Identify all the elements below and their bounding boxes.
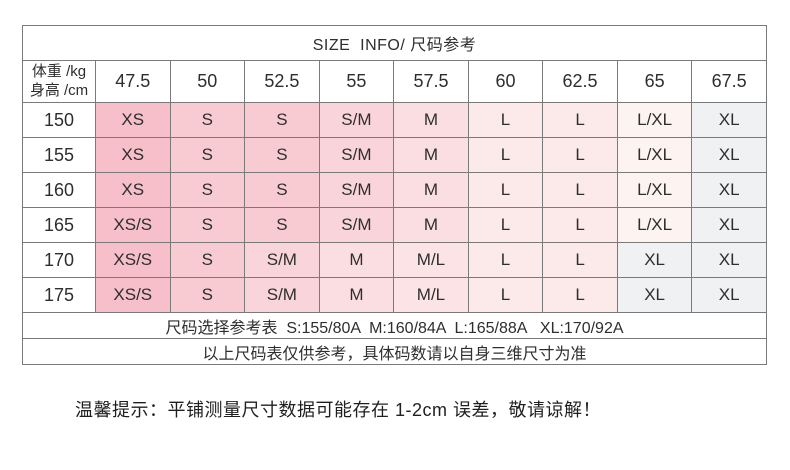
- size-cell: XL: [691, 207, 767, 243]
- size-cell: S/M: [318, 102, 395, 138]
- weight-header-cell: 50: [169, 60, 246, 103]
- size-cell: XL: [691, 137, 767, 173]
- size-cell: S: [244, 207, 320, 243]
- footnote-disclaimer: 以上尺码表仅供参考，具体码数请以自身三维尺寸为准: [22, 338, 767, 365]
- size-cell: XS: [95, 137, 171, 173]
- size-cell: XS/S: [95, 277, 171, 313]
- size-cell: XL: [616, 277, 693, 313]
- table-row: 155 XS S S S/M M L L L/XL XL: [22, 137, 767, 173]
- table-row: 175 XS/S S S/M M M/L L L XL XL: [22, 277, 767, 313]
- size-cell: XL: [616, 242, 693, 278]
- corner-header-line2: 身高 /cm: [29, 81, 89, 99]
- size-cell: S: [244, 137, 320, 173]
- size-cell: M/L: [393, 242, 469, 278]
- size-cell: S/M: [244, 242, 320, 278]
- size-cell: L: [467, 172, 544, 208]
- weight-header-cell: 65: [616, 60, 693, 103]
- size-cell: XS: [95, 172, 171, 208]
- height-cell: 170: [22, 242, 96, 278]
- table-row: 160 XS S S S/M M L L L/XL XL: [22, 172, 767, 208]
- height-cell: 150: [22, 102, 96, 138]
- corner-header-cell: 体重 /kg 身高 /cm: [22, 60, 96, 103]
- size-cell: L/XL: [616, 172, 693, 208]
- size-cell: XS: [95, 102, 171, 138]
- size-cell: M: [318, 242, 395, 278]
- footnote-size-reference: 尺码选择参考表 S:155/80A M:160/84A L:165/88A XL…: [22, 312, 767, 339]
- size-cell: L: [542, 277, 618, 313]
- height-cell: 160: [22, 172, 96, 208]
- warm-tip-note: 温馨提示：平铺测量尺寸数据可能存在 1-2cm 误差，敬请谅解！: [75, 400, 602, 420]
- size-cell: S/M: [244, 277, 320, 313]
- size-cell: M: [393, 102, 469, 138]
- table-title: SIZE INFO/ 尺码参考: [22, 25, 767, 61]
- size-cell: S: [169, 102, 246, 138]
- size-cell: XS/S: [95, 242, 171, 278]
- size-cell: L: [467, 207, 544, 243]
- corner-header-line1: 体重 /kg: [31, 63, 87, 81]
- size-cell: L/XL: [616, 207, 693, 243]
- size-cell: S: [169, 277, 246, 313]
- height-cell: 175: [22, 277, 96, 313]
- size-cell: M/L: [393, 277, 469, 313]
- size-cell: S: [244, 172, 320, 208]
- size-cell: S: [169, 137, 246, 173]
- size-cell: S/M: [318, 137, 395, 173]
- size-cell: XS/S: [95, 207, 171, 243]
- size-cell: L: [542, 137, 618, 173]
- weight-header-cell: 52.5: [244, 60, 320, 103]
- weight-header-cell: 55: [318, 60, 395, 103]
- size-cell: L: [467, 102, 544, 138]
- size-cell: L: [542, 242, 618, 278]
- table-row: 150 XS S S S/M M L L L/XL XL: [22, 102, 767, 138]
- weight-header-cell: 57.5: [393, 60, 469, 103]
- size-table-body: 150 XS S S S/M M L L L/XL XL 155 XS S S S/M M L L L/XL XL 16…: [22, 102, 767, 313]
- table-row: 165 XS/S S S S/M M L L L/XL XL: [22, 207, 767, 243]
- size-cell: M: [393, 172, 469, 208]
- size-cell: L: [467, 137, 544, 173]
- weight-header-cell: 62.5: [542, 60, 618, 103]
- size-cell: S/M: [318, 207, 395, 243]
- weight-header-row: 体重 /kg 身高 /cm 47.5 50 52.5 55 57.5 60 62.5 65 67…: [22, 60, 767, 103]
- size-cell: XL: [691, 277, 767, 313]
- weight-header-cell: 67.5: [691, 60, 767, 103]
- size-cell: L/XL: [616, 137, 693, 173]
- footnote-row-1: 尺码选择参考表 S:155/80A M:160/84A L:165/88A XL…: [22, 312, 767, 339]
- table-row: 170 XS/S S S/M M M/L L L XL XL: [22, 242, 767, 278]
- size-cell: S/M: [318, 172, 395, 208]
- size-cell: S: [244, 102, 320, 138]
- height-cell: 165: [22, 207, 96, 243]
- size-cell: S: [169, 172, 246, 208]
- footnote-row-2: 以上尺码表仅供参考，具体码数请以自身三维尺寸为准: [22, 338, 767, 365]
- size-cell: L: [542, 102, 618, 138]
- size-cell: L: [542, 207, 618, 243]
- size-cell: M: [318, 277, 395, 313]
- size-cell: L/XL: [616, 102, 693, 138]
- size-cell: XL: [691, 242, 767, 278]
- size-info-table: SIZE INFO/ 尺码参考 体重 /kg 身高 /cm 47.5 50 52.5…: [22, 25, 767, 365]
- height-cell: 155: [22, 137, 96, 173]
- weight-header-cell: 47.5: [95, 60, 171, 103]
- weight-header-cell: 60: [467, 60, 544, 103]
- size-cell: L: [467, 277, 544, 313]
- size-cell: L: [542, 172, 618, 208]
- size-cell: S: [169, 242, 246, 278]
- size-cell: XL: [691, 102, 767, 138]
- size-cell: M: [393, 137, 469, 173]
- title-row: SIZE INFO/ 尺码参考: [22, 25, 767, 61]
- size-cell: S: [169, 207, 246, 243]
- size-cell: M: [393, 207, 469, 243]
- size-cell: L: [467, 242, 544, 278]
- size-cell: XL: [691, 172, 767, 208]
